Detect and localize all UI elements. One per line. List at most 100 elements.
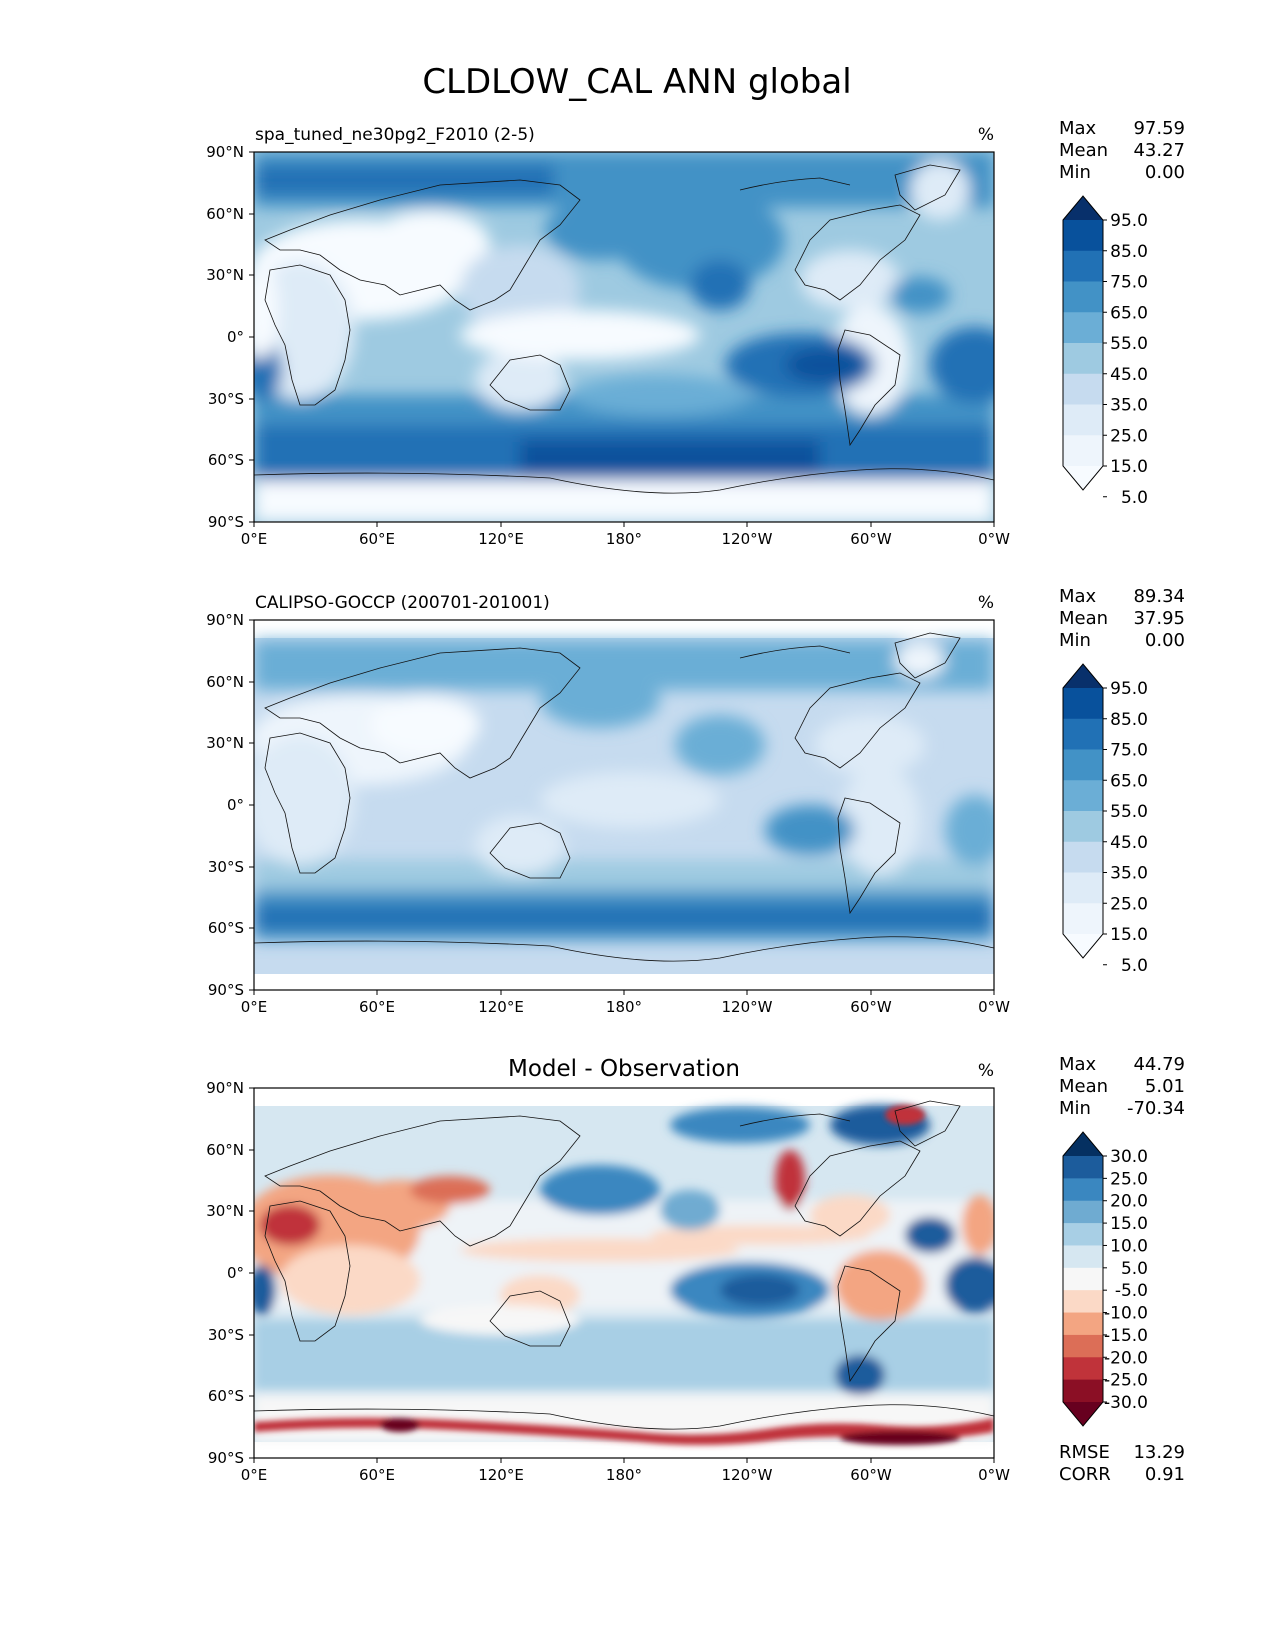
lon-tick-label: 120°W xyxy=(722,530,773,548)
map-field xyxy=(254,620,994,990)
colorbar-extend-top xyxy=(1063,196,1103,220)
figure-title: CLDLOW_CAL ANN global xyxy=(422,62,851,102)
lat-tick-label: 0° xyxy=(227,796,244,814)
colorbar-extend-bottom xyxy=(1063,1402,1103,1426)
colorbar-label: 95.0 xyxy=(1110,211,1148,231)
colorbar-label: 95.0 xyxy=(1110,679,1148,699)
map-field xyxy=(254,1088,994,1458)
coastlines xyxy=(254,1100,994,1430)
lat-tick-label: 90°S xyxy=(208,513,244,531)
stat-label: Min xyxy=(1059,630,1091,651)
stat-value: 43.27 xyxy=(1133,140,1185,161)
colorbar-band xyxy=(1063,841,1103,873)
colorbar-label: 35.0 xyxy=(1110,864,1148,884)
colorbar-band xyxy=(1063,718,1103,750)
lon-tick-label: 120°W xyxy=(722,998,773,1016)
colorbar-band xyxy=(1063,811,1103,843)
lat-tick-label: 90°N xyxy=(206,143,244,161)
lat-ticks: 90°N 60°N 30°N 0° 30°S 60°S 90°S xyxy=(206,143,254,531)
stat-value: 0.00 xyxy=(1145,630,1185,651)
colorbar-label: 10.0 xyxy=(1110,1236,1148,1256)
lat-tick-label: 30°N xyxy=(206,734,244,752)
lat-tick-label: 30°N xyxy=(206,266,244,284)
colorbar-band xyxy=(1063,1200,1103,1224)
coastlines xyxy=(254,632,994,962)
lat-tick-label: 30°N xyxy=(206,1202,244,1220)
lat-tick-label: 90°N xyxy=(206,611,244,629)
stat-value: 89.34 xyxy=(1133,586,1185,607)
colorbar-band xyxy=(1063,688,1103,720)
lat-tick-label: 30°S xyxy=(208,1326,244,1344)
lon-tick-label: 0°W xyxy=(978,1466,1010,1484)
lat-tick-label: 60°S xyxy=(208,1387,244,1405)
lon-tick-label: 120°E xyxy=(478,998,524,1016)
panel-difference: Model - Observation % xyxy=(206,1054,1185,1485)
lon-ticks: 0°E 60°E 120°E 180° 120°W 60°W 0°W xyxy=(241,990,1010,1016)
colorbar-label: 55.0 xyxy=(1110,334,1148,354)
lat-tick-label: 60°S xyxy=(208,451,244,469)
stat-label: Mean xyxy=(1059,1076,1108,1097)
colorbar-label: 75.0 xyxy=(1110,273,1148,293)
stat-label: Max xyxy=(1059,586,1097,607)
colorbar-label: 85.0 xyxy=(1110,242,1148,262)
lat-tick-label: 90°N xyxy=(206,1079,244,1097)
colorbar-label: 25.0 xyxy=(1110,1169,1148,1189)
colorbar-band xyxy=(1063,1156,1103,1179)
colorbar-label: 25.0 xyxy=(1110,894,1148,914)
lat-ticks: 90°N 60°N 30°N 0° 30°S 60°S 90°S xyxy=(206,611,254,999)
colorbar-band xyxy=(1063,872,1103,904)
colorbar-label: -5.0 xyxy=(1115,1281,1148,1301)
colorbar-label: -20.0 xyxy=(1104,1348,1148,1368)
stat-value: 5.01 xyxy=(1145,1076,1185,1097)
units-label: % xyxy=(978,125,994,145)
panel-title: CALIPSO-GOCCP (200701-201001) xyxy=(255,593,550,613)
stats-block: Max 89.34 Mean 37.95 Min 0.00 xyxy=(1059,586,1185,651)
units-label: % xyxy=(978,593,994,613)
lon-tick-label: 0°E xyxy=(241,998,268,1016)
colorbar-label: 25.0 xyxy=(1110,426,1148,446)
colorbar-extend-bottom xyxy=(1063,466,1103,490)
colorbar-label: -10.0 xyxy=(1104,1304,1148,1324)
colorbar: 95.0 85.0 75.0 65.0 55.0 45.0 35.0 25.0 15.0 5.0 xyxy=(1062,663,1148,976)
colorbar-band xyxy=(1063,373,1103,405)
colorbar-label: 75.0 xyxy=(1110,741,1148,761)
colorbar-band xyxy=(1063,1379,1103,1403)
lat-ticks: 90°N 60°N 30°N 0° 30°S 60°S 90°S xyxy=(206,1079,254,1467)
lon-ticks: 0°E 60°E 120°E 180° 120°W 60°W 0°W xyxy=(241,522,1010,548)
metrics-block: RMSE 13.29 CORR 0.91 xyxy=(1059,1442,1185,1485)
stat-label: Min xyxy=(1059,1098,1091,1119)
stat-label: Mean xyxy=(1059,608,1108,629)
colorbar-label: 5.0 xyxy=(1121,956,1148,976)
colorbar-band xyxy=(1063,220,1103,252)
lon-tick-label: 60°E xyxy=(359,998,395,1016)
colorbar: 95.0 85.0 75.0 65.0 55.0 45.0 35.0 25.0 15.0 5.0 xyxy=(1062,195,1148,508)
lon-tick-label: 0°W xyxy=(978,530,1010,548)
lat-tick-label: 30°S xyxy=(208,390,244,408)
lat-tick-label: 60°S xyxy=(208,919,244,937)
stat-value: 37.95 xyxy=(1133,608,1185,629)
panel-title: spa_tuned_ne30pg2_F2010 (2-5) xyxy=(255,125,535,145)
panel-observation: CALIPSO-GOCCP (200701-201001) % xyxy=(206,586,1185,1016)
colorbar-band xyxy=(1063,312,1103,344)
lon-tick-label: 120°E xyxy=(478,1466,524,1484)
lon-tick-label: 60°E xyxy=(359,530,395,548)
colorbar-band xyxy=(1063,903,1103,935)
lon-tick-label: 0°E xyxy=(241,530,268,548)
lat-tick-label: 90°S xyxy=(208,1449,244,1467)
lat-tick-label: 60°N xyxy=(206,205,244,223)
colorbar-label: 5.0 xyxy=(1121,1259,1148,1279)
colorbar-label: 55.0 xyxy=(1110,802,1148,822)
stat-value: 97.59 xyxy=(1133,118,1185,139)
colorbar-label: -30.0 xyxy=(1104,1393,1148,1413)
metric-value: 13.29 xyxy=(1133,1442,1185,1463)
colorbar-band xyxy=(1063,1312,1103,1336)
colorbar-extend-top xyxy=(1063,664,1103,688)
lon-tick-label: 60°W xyxy=(850,530,892,548)
colorbar-band xyxy=(1063,1334,1103,1358)
colorbar-label: 20.0 xyxy=(1110,1192,1148,1212)
colorbar-label: 15.0 xyxy=(1110,457,1148,477)
lon-tick-label: 180° xyxy=(606,530,642,548)
colorbar-band xyxy=(1063,1178,1103,1202)
colorbar-extend-bottom xyxy=(1063,934,1103,958)
colorbar-band xyxy=(1063,1267,1103,1291)
